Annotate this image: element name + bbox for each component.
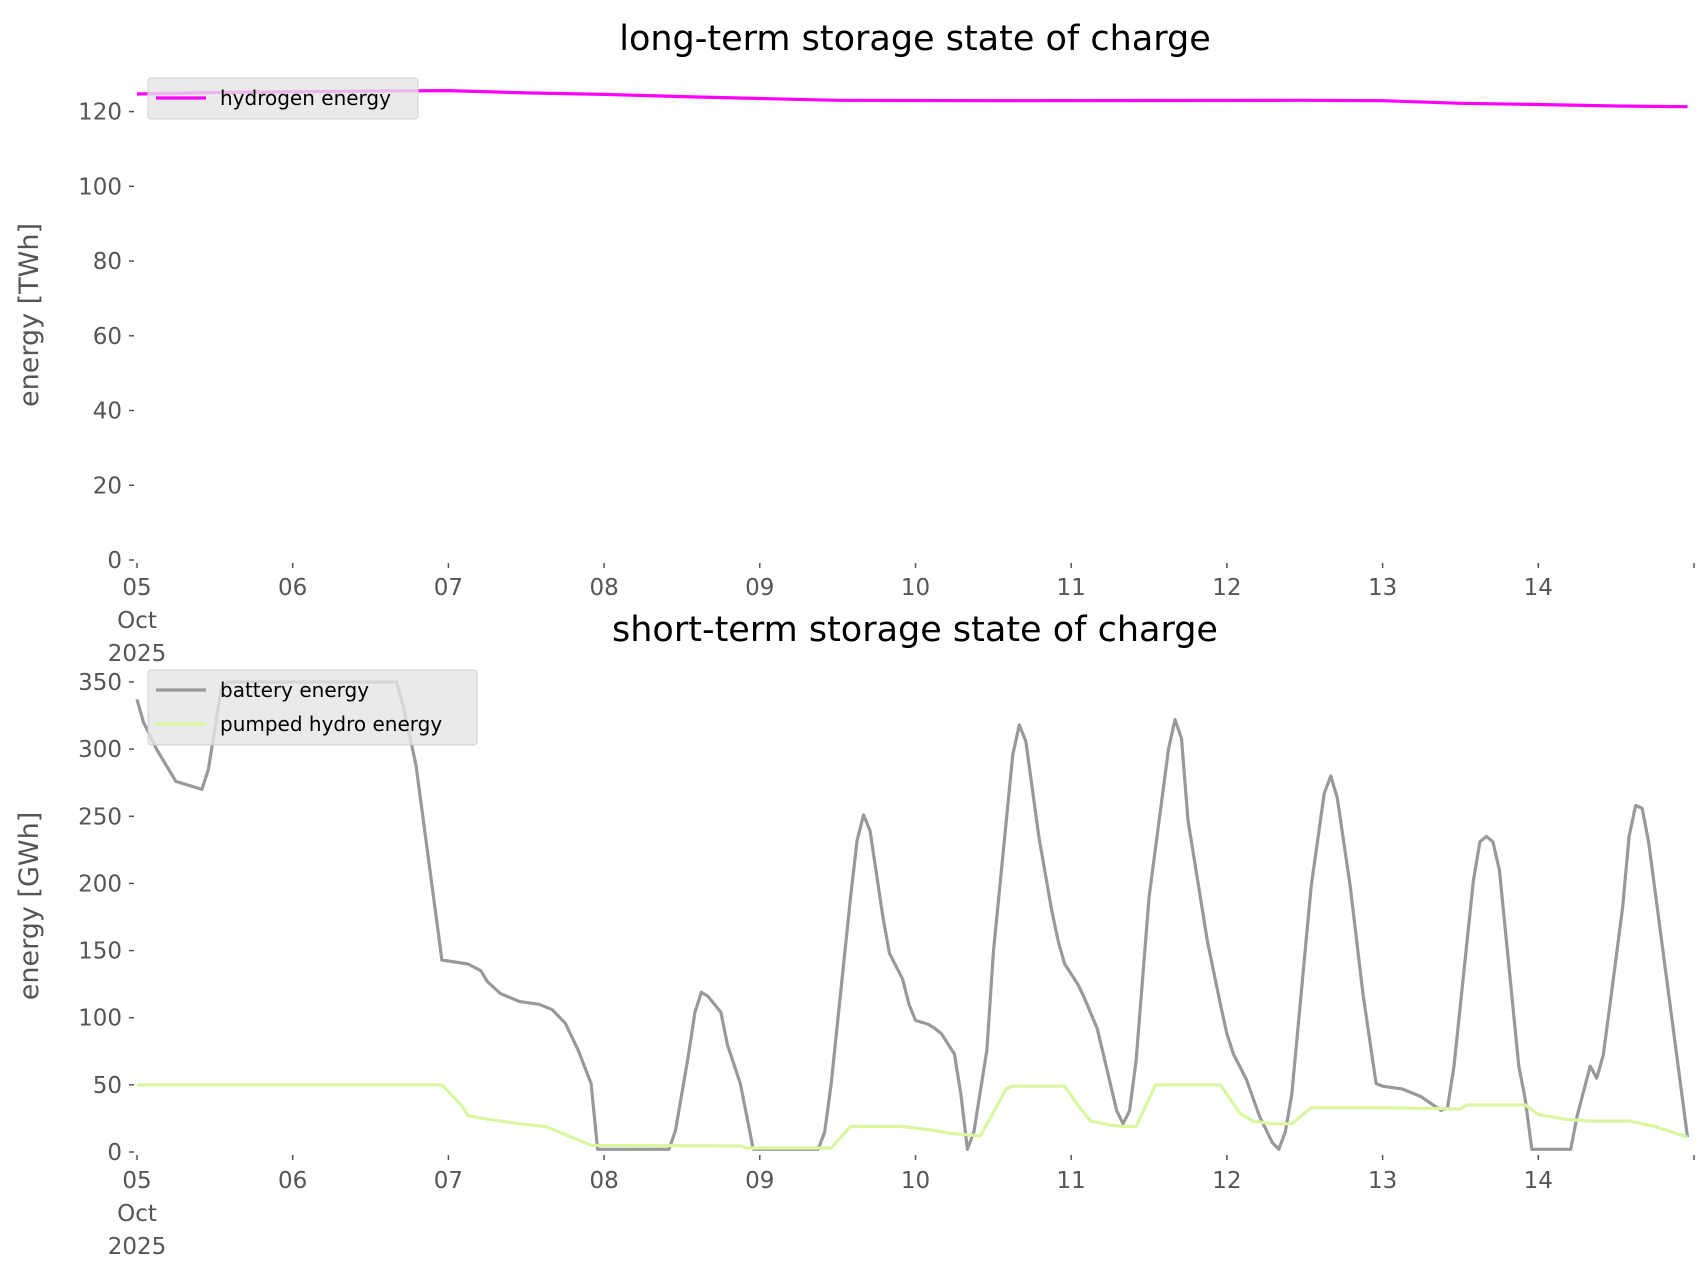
x-tick-label-line: Oct [117, 1201, 157, 1227]
y-tick-label: 200 [78, 871, 122, 897]
legend: battery energy pumped hydro energy [147, 669, 478, 746]
y-tick-label: 50 [93, 1073, 122, 1099]
x-tick-label-line: 2025 [108, 1234, 167, 1260]
x-tick-label: 14 [1524, 1168, 1553, 1194]
x-tick-label-line: 06 [278, 575, 307, 601]
x-tick-label-line: 08 [589, 575, 618, 601]
x-tick-label-line: 14 [1524, 1168, 1553, 1194]
x-tick-label-line: Oct [117, 608, 157, 634]
legend-label: hydrogen energy [220, 86, 391, 110]
x-tick-label-line: 07 [434, 575, 463, 601]
y-tick-label: 250 [78, 804, 122, 830]
x-tick-label-line: 09 [745, 1168, 774, 1194]
x-tick-label: 06 [278, 575, 307, 601]
legend: hydrogen energy [147, 77, 419, 120]
long-term-chart: long-term storage state of charge energy … [14, 19, 1695, 667]
x-tick-label: 11 [1057, 575, 1086, 601]
legend-box [147, 77, 419, 120]
legend-box [147, 669, 478, 746]
y-tick-label: 100 [78, 174, 122, 200]
x-tick-label: 10 [901, 1168, 930, 1194]
x-tick-label: 07 [434, 1168, 463, 1194]
x-tick-label-line: 10 [901, 1168, 930, 1194]
chart-title: long-term storage state of charge [619, 19, 1211, 59]
x-tick-label: 13 [1368, 575, 1397, 601]
y-tick-label: 0 [107, 548, 122, 574]
y-axis-label: energy [TWh] [14, 223, 45, 407]
y-tick-label: 0 [107, 1140, 122, 1166]
y-tick-label: 120 [78, 100, 122, 126]
y-tick-label: 350 [78, 670, 122, 696]
x-tick-label: 08 [589, 1168, 618, 1194]
x-tick-label: 09 [745, 1168, 774, 1194]
y-tick-label: 100 [78, 1006, 122, 1032]
x-tick-label-line: 12 [1212, 1168, 1241, 1194]
x-tick-label-line: 05 [122, 1168, 151, 1194]
x-tick-label: 05 Oct 2025 [108, 1168, 167, 1260]
series-line-battery-energy [135, 680, 1690, 1151]
x-tick-label-line: 14 [1524, 575, 1553, 601]
x-tick-label-line: 09 [745, 575, 774, 601]
x-tick-label-line: 13 [1368, 575, 1397, 601]
x-tick-label-line: 10 [901, 575, 930, 601]
x-tick-label: 10 [901, 575, 930, 601]
x-tick-label-line: 11 [1057, 1168, 1086, 1194]
x-tick-label: 14 [1524, 575, 1553, 601]
x-tick-label-line: 08 [589, 1168, 618, 1194]
x-tick-label-line: 06 [278, 1168, 307, 1194]
x-tick-label: 13 [1368, 1168, 1397, 1194]
x-tick-label: 12 [1212, 1168, 1241, 1194]
legend-label: battery energy [220, 678, 369, 702]
x-tick-label: 07 [434, 575, 463, 601]
y-tick-label: 80 [93, 249, 122, 275]
x-tick-label: 12 [1212, 575, 1241, 601]
x-tick-label-line: 13 [1368, 1168, 1397, 1194]
x-tick-label-line: 11 [1057, 575, 1086, 601]
y-tick-label: 40 [93, 399, 122, 425]
x-tick-label: 11 [1057, 1168, 1086, 1194]
y-tick-label: 150 [78, 939, 122, 965]
y-axis-label: energy [GWh] [14, 812, 45, 1000]
y-tick-label: 300 [78, 737, 122, 763]
x-tick-label-line: 07 [434, 1168, 463, 1194]
y-tick-label: 20 [93, 473, 122, 499]
legend-label: pumped hydro energy [220, 712, 442, 736]
series-line-pumped-hydro-energy [137, 1083, 1689, 1150]
x-tick-label: 09 [745, 575, 774, 601]
x-tick-label-line: 12 [1212, 575, 1241, 601]
short-term-chart: short-term storage state of charge energy… [14, 610, 1695, 1260]
x-tick-label: 06 [278, 1168, 307, 1194]
chart-title: short-term storage state of charge [612, 610, 1218, 650]
x-tick-label-line: 05 [122, 575, 151, 601]
x-tick-label: 08 [589, 575, 618, 601]
y-tick-label: 60 [93, 324, 122, 350]
x-tick-label-line: 2025 [108, 641, 167, 667]
x-tick-label: 05 Oct 2025 [108, 575, 167, 667]
